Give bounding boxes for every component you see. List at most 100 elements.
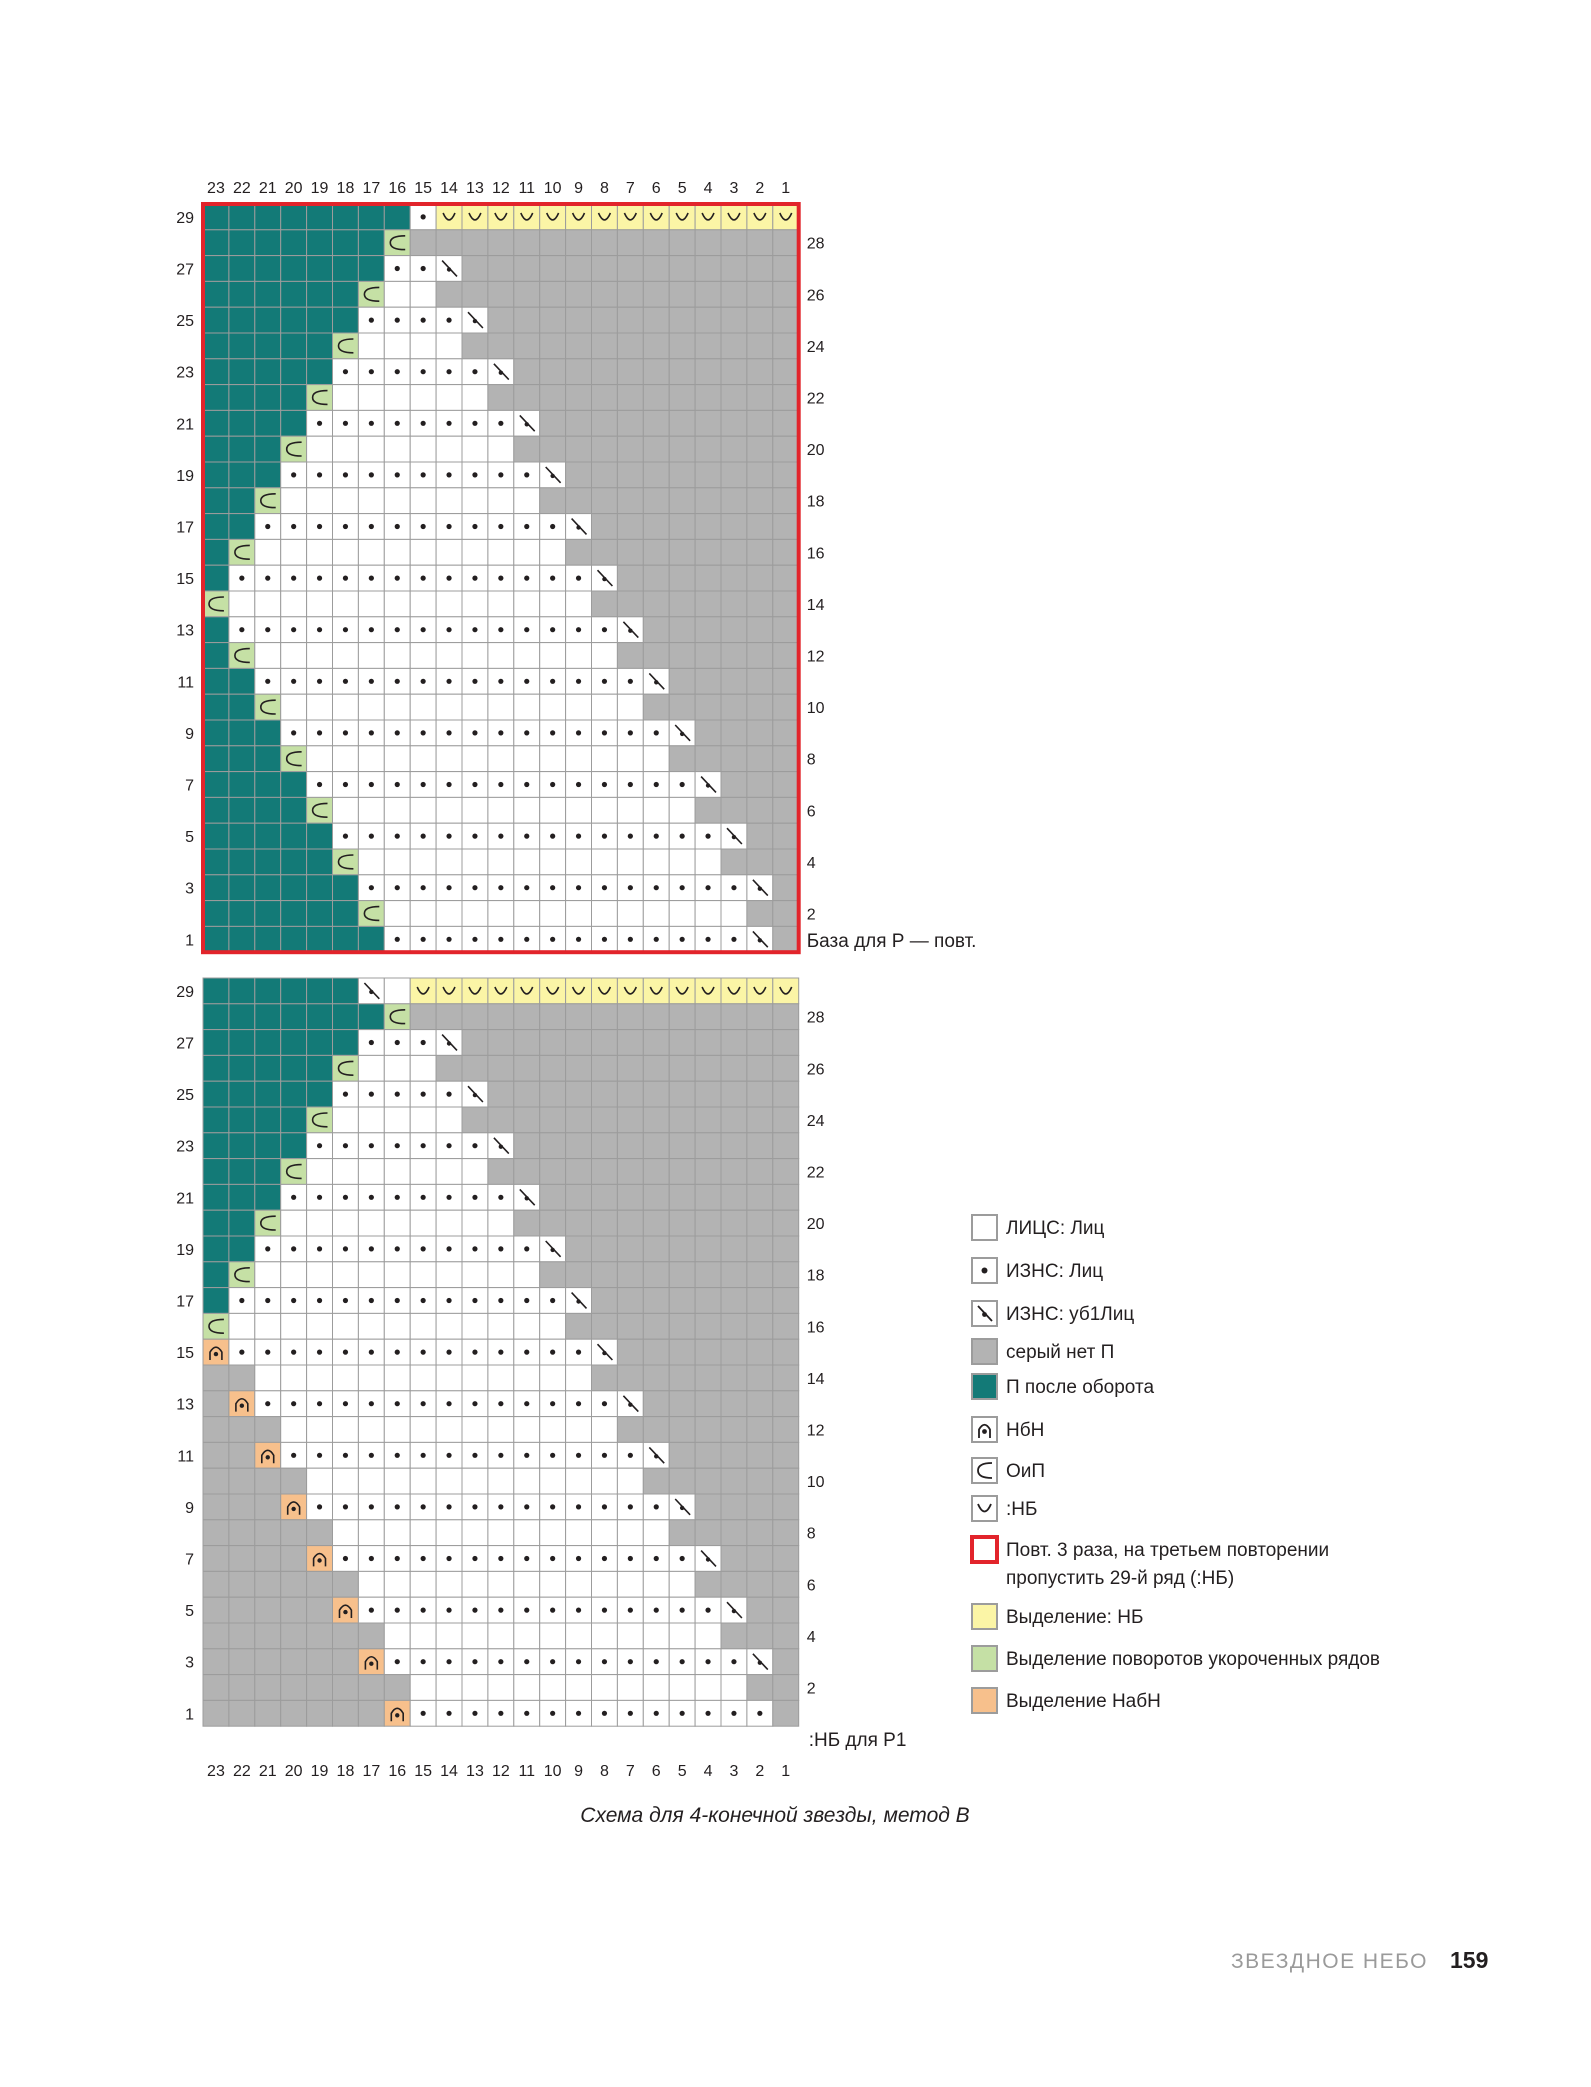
stitch-cell [332,1364,359,1392]
stitch-cell [280,487,308,515]
stitch-cell [357,1545,385,1572]
stitch-cell [616,1209,644,1237]
stitch-cell [720,1209,748,1237]
stitch-cell [642,332,670,360]
stitch-cell [487,513,515,540]
stitch-cell [383,1158,411,1185]
stitch-cell [591,1158,618,1185]
stitch-cell [383,977,411,1005]
stitch-cell [280,513,308,540]
row-number: 18 [807,1268,825,1285]
stitch-cell [539,384,567,411]
stitch-cell [642,693,670,721]
column-number: 12 [492,1763,510,1780]
stitch-cell [513,1003,541,1031]
stitch-cell [357,874,385,902]
stitch-cell [254,667,282,695]
stitch-cell [513,1209,541,1237]
stitch-cell [357,461,385,489]
stitch-cell [254,796,282,824]
row-number: 28 [807,236,825,253]
stitch-cell [254,822,282,850]
stitch-cell [746,1312,774,1340]
stitch-cell [332,1183,359,1211]
stitch-cell [254,1416,282,1443]
stitch-cell [746,1338,774,1366]
stitch-cell [461,693,489,721]
stitch-cell [409,487,437,515]
stitch-cell [202,1003,230,1031]
stitch-cell [616,1699,644,1727]
stitch-cell [642,409,670,437]
stitch-cell [642,306,670,334]
stitch-cell [565,1338,592,1366]
stitch-cell [746,1080,774,1108]
stitch-cell [461,1390,489,1418]
stitch-cell [539,1235,567,1263]
stitch-cell [254,1467,282,1495]
stitch-cell [616,1235,644,1263]
legend-item: :НБ [971,1495,1037,1522]
stitch-cell [487,255,515,282]
stitch-cell [306,255,334,282]
stitch-cell [202,925,230,953]
stitch-cell [202,1570,230,1598]
stitch-cell [332,1441,359,1469]
stitch-cell [772,796,800,824]
stitch-cell [461,306,489,334]
stitch-cell [513,1416,541,1443]
stitch-cell [565,229,592,257]
stitch-cell [746,1106,774,1134]
stitch-cell [565,564,592,592]
column-number: 17 [362,1763,380,1780]
stitch-cell [642,487,670,515]
stitch-cell [383,1287,411,1314]
legend-label: :НБ [1006,1499,1037,1520]
stitch-cell [513,255,541,282]
stitch-cell [565,1519,592,1547]
stitch-cell [228,1596,256,1624]
stitch-cell [409,306,437,334]
stitch-cell [565,771,592,798]
stitch-cell [513,229,541,257]
stitch-cell [539,925,567,953]
stitch-cell [357,1648,385,1676]
stitch-cell [772,719,800,747]
stitch-cell [565,280,592,308]
chart-block-bottom [202,977,800,1727]
stitch-cell [383,1674,411,1701]
stitch-cell [772,900,800,927]
stitch-cell [642,745,670,773]
row-number: 3 [185,1655,194,1672]
stitch-cell [202,1545,230,1572]
stitch-cell [772,1416,800,1443]
stitch-cell [228,255,256,282]
stitch-cell [202,538,230,566]
u-shape-icon [971,1495,998,1522]
stitch-cell [202,435,230,463]
stitch-cell [565,1312,592,1340]
stitch-cell [202,384,230,411]
stitch-cell [435,1209,463,1237]
stitch-cell [280,306,308,334]
stitch-cell [357,332,385,360]
stitch-cell [254,1261,282,1289]
stitch-cell [280,719,308,747]
stitch-cell [642,1545,670,1572]
stitch-cell [591,461,618,489]
stitch-cell [254,1519,282,1547]
column-number: 7 [626,180,635,197]
stitch-cell [720,1287,748,1314]
stitch-cell [202,1364,230,1392]
stitch-cell [616,745,644,773]
stitch-cell [409,435,437,463]
stitch-cell [202,461,230,489]
stitch-cell [642,384,670,411]
stitch-cell [565,1132,592,1160]
stitch-cell [357,435,385,463]
stitch-cell [487,1209,515,1237]
stitch-cell [694,1003,722,1031]
stitch-cell [539,616,567,644]
stitch-cell [746,719,774,747]
column-number: 4 [704,180,713,197]
